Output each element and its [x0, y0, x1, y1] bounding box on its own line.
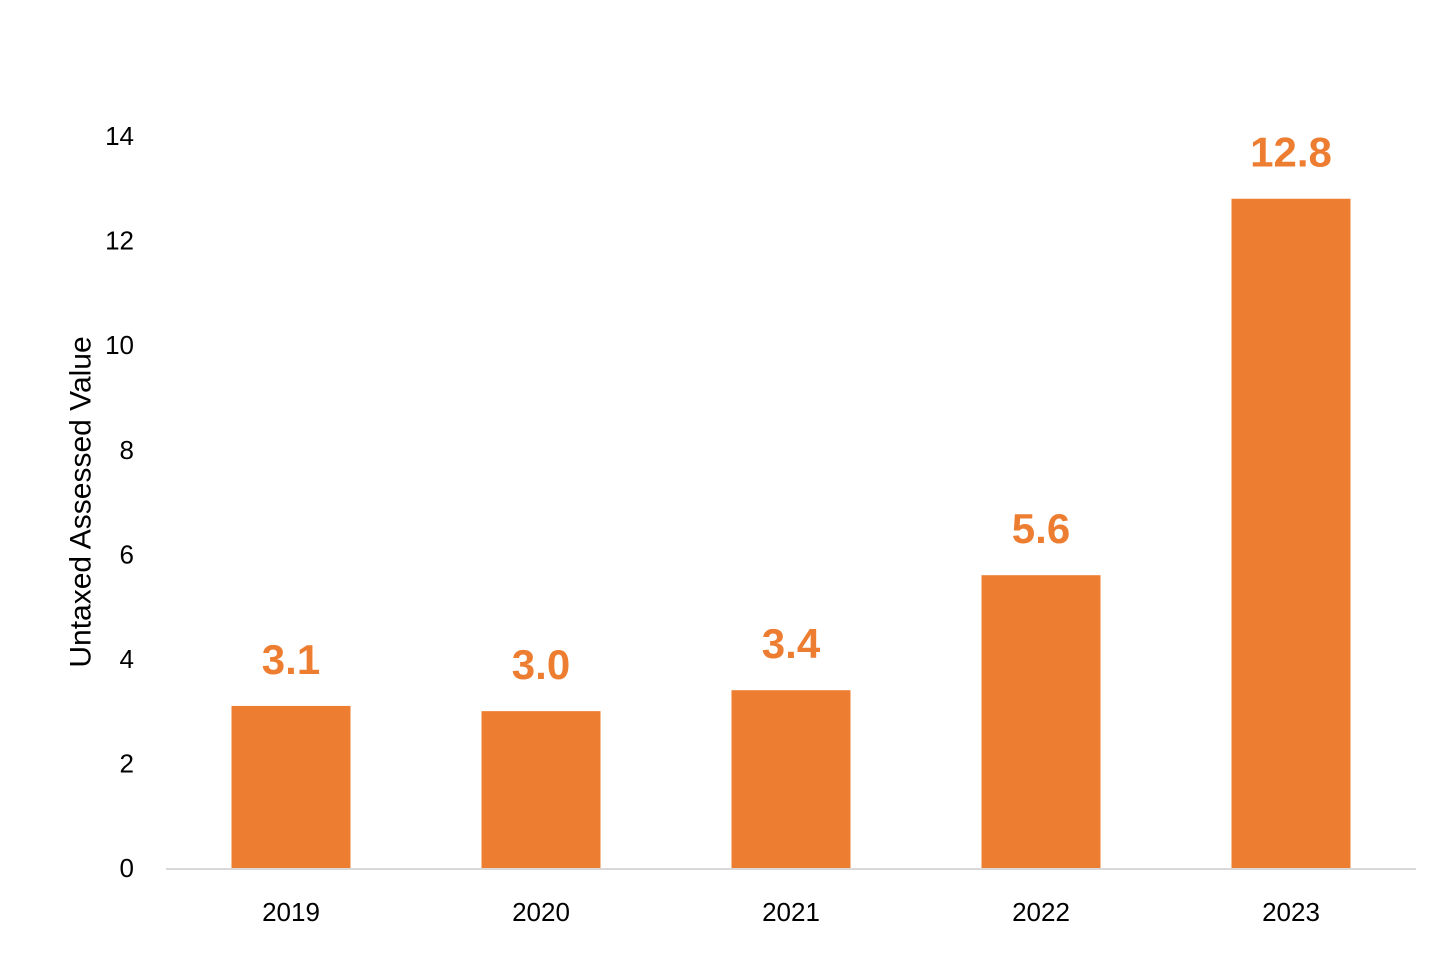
- data-label-2022: 5.6: [1012, 505, 1070, 552]
- y-axis-title: Untaxed Assessed Value: [65, 336, 98, 667]
- x-tick-label: 2019: [262, 897, 320, 927]
- data-label-2023: 12.8: [1250, 129, 1332, 176]
- bar-2022: [981, 575, 1101, 868]
- bar-2019: [231, 705, 351, 868]
- x-tick-label: 2020: [512, 897, 570, 927]
- data-label-2021: 3.4: [762, 620, 821, 667]
- y-tick-label: 2: [120, 749, 134, 779]
- x-tick-label: 2022: [1012, 897, 1070, 927]
- bars: [231, 198, 1351, 868]
- bar-2021: [731, 690, 851, 868]
- x-axis-ticks: 2019 2020 2021 2022 2023: [262, 897, 1320, 927]
- x-tick-label: 2021: [762, 897, 820, 927]
- y-axis-ticks: 0 2 4 6 8 10 12 14: [105, 121, 134, 883]
- data-label-2020: 3.0: [512, 641, 570, 688]
- data-labels: 3.1 3.0 3.4 5.6 12.8: [262, 129, 1332, 688]
- data-label-2019: 3.1: [262, 636, 320, 683]
- y-tick-label: 6: [120, 539, 134, 569]
- y-tick-label: 0: [120, 853, 134, 883]
- y-tick-label: 8: [120, 435, 134, 465]
- bar-2020: [481, 711, 601, 868]
- bar-2023: [1231, 198, 1351, 868]
- y-tick-label: 12: [105, 226, 134, 256]
- x-tick-label: 2023: [1262, 897, 1320, 927]
- y-tick-label: 4: [120, 644, 134, 674]
- y-tick-label: 10: [105, 330, 134, 360]
- y-tick-label: 14: [105, 121, 134, 151]
